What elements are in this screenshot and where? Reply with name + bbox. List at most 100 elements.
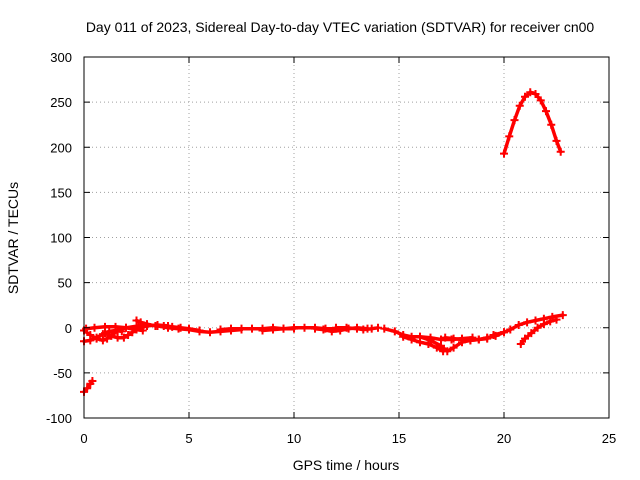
data-point <box>510 116 519 125</box>
data-point <box>556 147 565 156</box>
data-point <box>527 329 536 338</box>
data-point <box>237 324 246 333</box>
data-point <box>416 332 424 341</box>
x-axis-title: GPS time / hours <box>293 457 400 473</box>
series-early-low <box>80 376 97 396</box>
data-point <box>552 315 561 324</box>
y-tick-label: -100 <box>46 411 72 426</box>
x-tick-label: 25 <box>602 431 616 446</box>
y-axis-title: SDTVAR / TECUs <box>5 182 21 294</box>
y-tick-label: 250 <box>50 95 72 110</box>
data-point <box>92 333 101 342</box>
data-point <box>521 92 529 101</box>
data-point <box>88 376 97 385</box>
data-point <box>407 335 416 344</box>
data-point <box>143 320 151 329</box>
data-point <box>536 96 545 105</box>
y-tick-labels: -100 -50 0 50 100 150 200 250 300 <box>46 50 72 426</box>
y-tick-label: 0 <box>65 321 72 336</box>
data-point <box>546 317 555 326</box>
data-point <box>216 325 225 334</box>
data-point <box>500 328 508 337</box>
data-point <box>122 323 130 332</box>
data-point <box>128 328 137 337</box>
data-point <box>474 335 483 344</box>
data-point <box>506 325 515 334</box>
data-point <box>533 323 542 332</box>
data-point <box>327 327 336 336</box>
data-point <box>558 311 567 320</box>
data-point <box>526 88 535 97</box>
series-arc-15-17 <box>399 332 448 356</box>
y-tick-label: 50 <box>58 276 72 291</box>
data-point <box>195 327 204 336</box>
data-point <box>258 326 267 335</box>
data-point <box>521 334 529 343</box>
series-arc-high <box>500 88 565 158</box>
x-tick-label: 20 <box>497 431 511 446</box>
data-point <box>443 347 452 356</box>
series-arc-17-19 <box>441 333 492 345</box>
data-point <box>500 149 508 158</box>
data-point <box>449 334 458 343</box>
data-point <box>132 316 141 325</box>
data-point <box>489 330 498 339</box>
data-point <box>505 132 514 141</box>
data-point <box>542 107 550 116</box>
data-point <box>206 328 214 337</box>
data-point <box>174 324 183 333</box>
data-point <box>516 339 525 348</box>
data-point <box>359 325 368 334</box>
data-point <box>483 334 492 343</box>
x-tick-label: 15 <box>392 431 406 446</box>
x-tick-label: 5 <box>185 431 192 446</box>
chart-title: Day 011 of 2023, Sidereal Day-to-day VTE… <box>86 19 595 35</box>
data-point <box>132 325 141 334</box>
data-point <box>111 322 120 331</box>
data-point <box>164 323 172 332</box>
data-point <box>119 333 128 342</box>
data-point <box>426 336 435 345</box>
data-point <box>531 316 540 325</box>
data-point <box>515 101 524 110</box>
data-point <box>279 324 288 333</box>
data-point <box>399 332 408 341</box>
y-tick-label: 300 <box>50 50 72 65</box>
data-point <box>466 336 475 345</box>
data-point <box>552 136 561 145</box>
y-tick-label: 100 <box>50 231 72 246</box>
y-tick-label: 200 <box>50 140 72 155</box>
data-point <box>539 320 548 329</box>
data-point <box>153 321 162 330</box>
data-point <box>514 321 523 330</box>
data-point <box>90 323 99 332</box>
data-point <box>319 325 328 334</box>
data-point <box>311 324 319 333</box>
data-point <box>185 325 193 334</box>
plot-frame <box>83 56 610 419</box>
data-point <box>547 120 556 129</box>
data-point <box>101 329 109 338</box>
data-point <box>136 318 145 327</box>
y-tick-label: -50 <box>53 366 72 381</box>
data-point <box>86 336 95 345</box>
grid <box>84 57 609 418</box>
data-point <box>332 323 340 332</box>
x-tick-labels: 0 5 10 15 20 25 <box>80 431 616 446</box>
data-point <box>269 325 277 334</box>
data-point <box>390 327 399 336</box>
data-point <box>437 341 445 350</box>
data-point <box>248 324 256 333</box>
data-point <box>82 324 91 333</box>
axis-ticks <box>83 56 610 419</box>
data-point <box>441 333 450 342</box>
y-tick-label: 150 <box>50 185 72 200</box>
data-point <box>124 330 133 339</box>
plot-data <box>80 88 567 396</box>
data-point <box>531 90 540 99</box>
data-point <box>449 343 458 352</box>
data-point <box>300 323 309 332</box>
data-point <box>227 324 235 333</box>
x-tick-label: 0 <box>80 431 87 446</box>
